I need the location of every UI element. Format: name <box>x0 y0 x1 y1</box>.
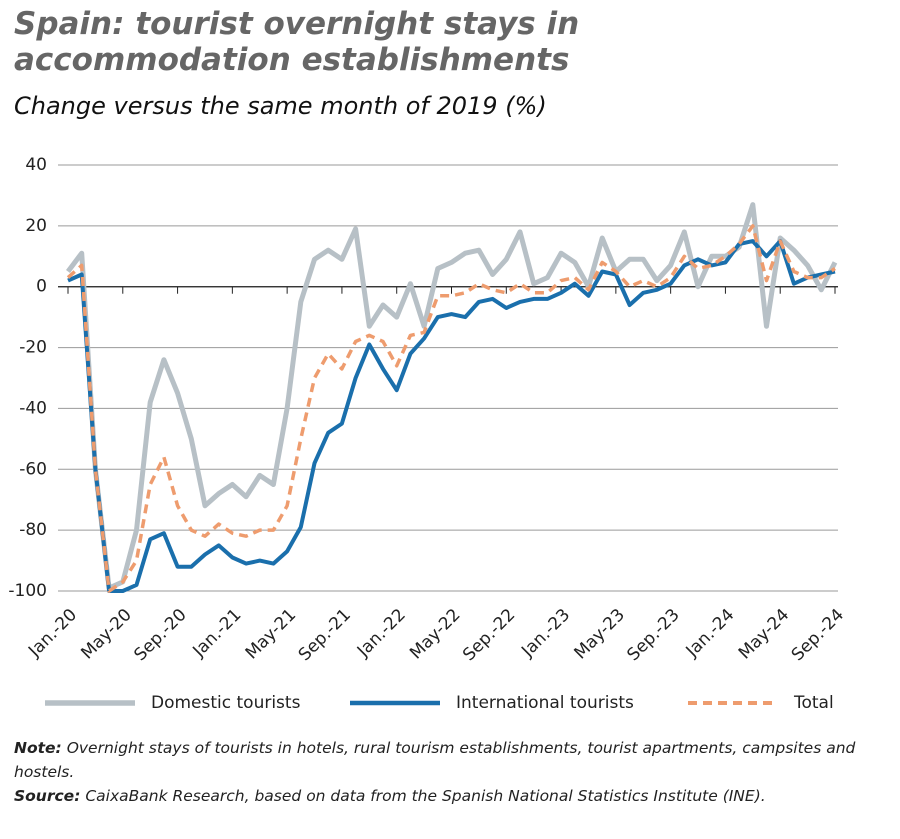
y-tick-label: -20 <box>19 338 47 358</box>
x-tick-label: May-23 <box>571 605 629 663</box>
y-tick-label: -80 <box>19 520 47 540</box>
x-tick-label: Sep.-21 <box>295 605 355 665</box>
source-text: CaixaBank Research, based on data from t… <box>85 787 766 805</box>
series-line <box>66 224 836 593</box>
x-tick-label: Jan.-22 <box>353 605 410 662</box>
x-tick-label: May-22 <box>406 605 464 663</box>
legend-label: Total <box>793 693 834 713</box>
legend-label: International tourists <box>456 693 634 713</box>
x-tick-label: Sep.-23 <box>623 605 683 665</box>
x-tick-label: Sep.-22 <box>459 605 519 665</box>
x-tick-label: Sep.-24 <box>788 605 848 665</box>
series-line <box>67 239 836 593</box>
notes: Note: Overnight stays of tourists in hot… <box>14 736 894 808</box>
x-tick-label: May-24 <box>735 605 793 663</box>
y-tick-label: 40 <box>25 155 47 175</box>
note: Note: Overnight stays of tourists in hot… <box>14 736 894 784</box>
chart-title: Spain: tourist overnight stays in accomm… <box>14 6 580 78</box>
x-tick-label: Jan.-21 <box>189 605 246 662</box>
source-label: Source: <box>14 787 81 805</box>
x-tick-label: May-21 <box>242 605 300 663</box>
note-text: Overnight stays of tourists in hotels, r… <box>14 739 856 781</box>
x-tick-label: May-20 <box>77 605 135 663</box>
y-tick-label: -40 <box>19 398 47 418</box>
x-tick-label: Jan.-20 <box>24 605 81 662</box>
y-tick-label: -60 <box>19 459 47 479</box>
chart-subtitle: Change versus the same month of 2019 (%) <box>14 92 547 120</box>
legend-label: Domestic tourists <box>151 693 301 713</box>
chart: -100-80-60-40-2002040Jan.-20May-20Sep.-2… <box>8 155 848 713</box>
y-tick-label: 20 <box>25 216 47 236</box>
source: Source: CaixaBank Research, based on dat… <box>14 784 894 808</box>
x-tick-label: Jan.-23 <box>517 605 574 662</box>
note-label: Note: <box>14 739 62 757</box>
y-tick-label: -100 <box>8 581 47 601</box>
x-tick-label: Jan.-24 <box>682 605 739 662</box>
y-tick-label: 0 <box>36 277 47 297</box>
x-tick-label: Sep.-20 <box>130 605 190 665</box>
